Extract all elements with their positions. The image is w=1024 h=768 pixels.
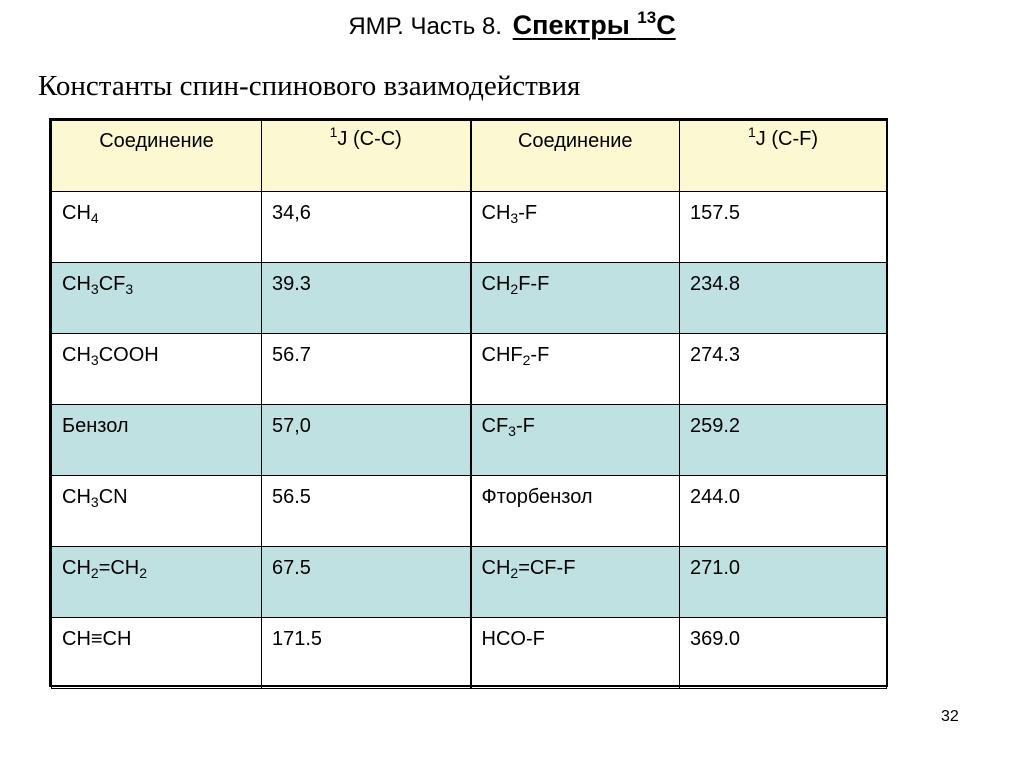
header-bold-prefix: Спектры: [512, 10, 638, 40]
text-run: CH≡CH: [62, 628, 132, 650]
text-run: Бензол: [62, 415, 129, 437]
subscript: 3: [508, 423, 516, 439]
text-run: CH: [62, 557, 91, 579]
table-row: CH3CN 56.5 Фторбензол 244.0: [51, 475, 887, 547]
compound-cf-cell: CH2=CF-F: [470, 546, 680, 618]
text-run: CH: [481, 202, 511, 224]
text-run: =CH: [98, 557, 140, 579]
slide-subtitle: Константы спин-спинового взаимодействия: [38, 70, 581, 102]
compound-cc-cell: CH3COOH: [51, 333, 262, 405]
j-cf-cell: 369.0: [679, 617, 887, 689]
text-run: COOH: [98, 344, 159, 366]
text-run: CN: [98, 486, 128, 508]
subscript: 2: [522, 352, 531, 368]
subscript: 2: [139, 565, 148, 581]
text-run: -F: [515, 415, 535, 437]
subscript: 2: [90, 565, 99, 581]
text-run: Соединение: [517, 130, 633, 152]
subscript: 4: [90, 210, 99, 226]
j-cf-cell: 244.0: [679, 475, 887, 547]
text-run: -F: [530, 344, 550, 366]
page-number: 32: [941, 708, 959, 725]
j-cc-cell: 39.3: [261, 262, 472, 334]
text-run: CF: [481, 415, 509, 437]
header-j-cc: 1J (C-C): [261, 120, 472, 192]
text-run: J (C-C): [337, 128, 402, 150]
superscript: 1: [748, 124, 756, 140]
text-run: CH: [62, 344, 91, 366]
text-run: =CF-F: [518, 557, 576, 579]
text-run: CH: [481, 273, 511, 295]
subscript: 2: [510, 281, 519, 297]
j-cc-cell: 57,0: [261, 404, 472, 476]
j-cf-cell: 259.2: [679, 404, 887, 476]
text-run: CH: [481, 557, 511, 579]
text-run: Фторбензол: [481, 486, 593, 508]
text-run: CF: [98, 273, 126, 295]
compound-cf-cell: CH3-F: [470, 191, 680, 263]
compound-cf-cell: CH2F-F: [470, 262, 680, 334]
text-run: Соединение: [99, 130, 214, 152]
compound-cc-cell: CH2=CH2: [51, 546, 262, 618]
text-run: F-F: [518, 273, 550, 295]
table-row: CH3COOH 56.7 CHF2-F 274.3: [51, 333, 887, 405]
slide-header: ЯМР. Часть 8. Спектры 13C: [0, 8, 1024, 41]
compound-cf-cell: HCO-F: [470, 617, 680, 689]
header-bold-text: Спектры 13C: [512, 8, 676, 40]
j-cc-cell: 171.5: [261, 617, 472, 689]
table-row: CH2=CH2 67.5 CH2=CF-F 271.0: [51, 546, 887, 618]
subscript: 3: [125, 281, 134, 297]
header-bold-suffix: C: [656, 10, 676, 40]
j-cf-cell: 274.3: [679, 333, 887, 405]
header-compound-cf: Соединение: [470, 120, 680, 192]
header-compound-cc: Соединение: [51, 120, 262, 192]
j-cc-cell: 34,6: [261, 191, 472, 263]
j-cc-cell: 67.5: [261, 546, 472, 618]
subscript: 3: [90, 352, 99, 368]
compound-cc-cell: CH3CF3: [51, 262, 262, 334]
j-cf-cell: 157.5: [679, 191, 887, 263]
compound-cf-cell: CF3-F: [470, 404, 680, 476]
j-cf-cell: 234.8: [679, 262, 887, 334]
text-run: CH: [62, 273, 91, 295]
compound-cc-cell: Бензол: [51, 404, 262, 476]
compound-cc-cell: CH4: [51, 191, 262, 263]
j-cf-cell: 271.0: [679, 546, 887, 618]
compound-cc-cell: CH3CN: [51, 475, 262, 547]
text-run: CH: [62, 202, 91, 224]
header-isotope-superscript: 13: [637, 8, 657, 27]
subscript: 3: [90, 281, 99, 297]
compound-cf-cell: Фторбензол: [470, 475, 680, 547]
compound-cf-cell: CHF2-F: [470, 333, 680, 405]
text-run: CHF: [481, 344, 523, 366]
table-body: Соединение 1J (C-C) Соединение 1J (C-F) …: [51, 120, 887, 689]
subscript: 2: [510, 565, 519, 581]
table-row: Бензол 57,0 CF3-F 259.2: [51, 404, 887, 476]
text-run: -F: [518, 202, 538, 224]
subscript: 3: [90, 494, 99, 510]
text-run: CH: [62, 486, 91, 508]
text-run: J (C-F): [755, 128, 818, 150]
table-row: CH≡CH 171.5 HCO-F 369.0: [51, 617, 887, 689]
j-cc-cell: 56.7: [261, 333, 472, 405]
superscript: 1: [329, 124, 338, 140]
compound-cc-cell: CH≡CH: [51, 617, 262, 689]
table-row: CH3CF3 39.3 CH2F-F 234.8: [51, 262, 887, 334]
coupling-constants-table: Соединение 1J (C-C) Соединение 1J (C-F) …: [49, 118, 888, 689]
table-header-row: Соединение 1J (C-C) Соединение 1J (C-F): [51, 120, 887, 192]
subscript: 3: [510, 210, 519, 226]
header-j-cf: 1J (C-F): [679, 120, 887, 192]
header-plain-text: ЯМР. Часть 8.: [348, 13, 502, 40]
j-cc-cell: 56.5: [261, 475, 472, 547]
coupling-table-grid: Соединение 1J (C-C) Соединение 1J (C-F) …: [51, 120, 887, 689]
text-run: HCO-F: [481, 628, 545, 650]
table-row: CH4 34,6 CH3-F 157.5: [51, 191, 887, 263]
